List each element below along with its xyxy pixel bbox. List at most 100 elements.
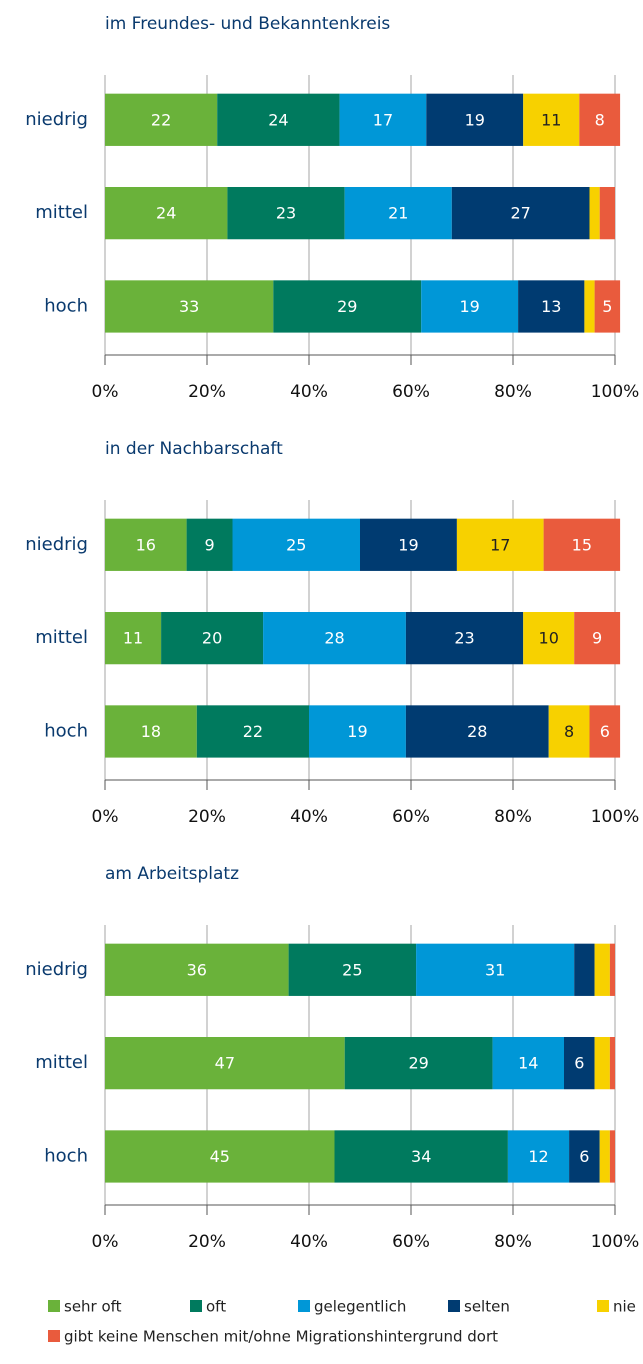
- bar-segment: [105, 187, 228, 240]
- value-label: 14: [518, 1054, 538, 1073]
- value-label: 29: [337, 297, 357, 316]
- category-label: niedrig: [25, 109, 88, 130]
- bar-segment: [339, 93, 427, 146]
- chart-title: im Freundes- und Bekanntenkreis: [105, 14, 390, 34]
- bar-segment: [421, 280, 519, 333]
- value-label: 19: [347, 722, 367, 741]
- bar-segment: [523, 93, 580, 146]
- legend-label: gibt keine Menschen mit/ohne Migrationsh…: [64, 1328, 498, 1346]
- category-label: hoch: [44, 720, 88, 741]
- value-label: 18: [141, 722, 161, 741]
- bar-segment: [105, 943, 289, 996]
- bar-segment: [589, 705, 621, 758]
- bar-segment: [227, 187, 345, 240]
- value-label: 21: [388, 204, 408, 223]
- bar-segment: [344, 1037, 493, 1090]
- category-label: hoch: [44, 1145, 88, 1166]
- bar-segment: [309, 705, 406, 758]
- value-label: 10: [539, 629, 559, 648]
- legend-label: selten: [464, 1298, 510, 1316]
- value-label: 19: [465, 110, 485, 129]
- bar-segment: [105, 280, 274, 333]
- bar-segment: [599, 187, 615, 240]
- bar-segment: [105, 612, 162, 665]
- bar-segment: [609, 1037, 615, 1090]
- value-label: 8: [564, 722, 574, 741]
- value-label: 24: [268, 110, 288, 129]
- bar-segment: [217, 93, 340, 146]
- value-label: 22: [243, 722, 263, 741]
- value-label: 17: [490, 535, 510, 554]
- bar-segment: [609, 1130, 615, 1183]
- value-label: 11: [541, 110, 561, 129]
- bar-segment: [609, 943, 615, 996]
- value-label: 33: [179, 297, 199, 316]
- value-label: 5: [602, 297, 612, 316]
- value-label: 16: [136, 535, 156, 554]
- bar-segment: [105, 1037, 345, 1090]
- bar-segment: [196, 705, 309, 758]
- bar-segment: [232, 518, 360, 571]
- bar-segment: [451, 187, 590, 240]
- value-label: 13: [541, 297, 561, 316]
- chart-title: am Arbeitsplatz: [105, 864, 239, 884]
- value-label: 28: [467, 722, 487, 741]
- value-label: 24: [156, 204, 176, 223]
- bar-segment: [518, 280, 585, 333]
- category-label: mittel: [35, 627, 88, 648]
- x-tick-label: 40%: [290, 807, 328, 827]
- value-label: 19: [398, 535, 418, 554]
- bar-segment: [543, 518, 621, 571]
- category-label: niedrig: [25, 534, 88, 555]
- bar-segment: [594, 1037, 610, 1090]
- x-tick-label: 60%: [392, 807, 430, 827]
- bar-segment: [456, 518, 544, 571]
- value-label: 22: [151, 110, 171, 129]
- value-label: 25: [286, 535, 306, 554]
- value-label: 12: [528, 1147, 548, 1166]
- bar-segment: [334, 1130, 508, 1183]
- bar-segment: [569, 1130, 600, 1183]
- legend-swatch: [448, 1300, 460, 1312]
- bar-segment: [405, 612, 524, 665]
- x-tick-label: 60%: [392, 382, 430, 402]
- bar-segment: [426, 93, 524, 146]
- x-tick-label: 40%: [290, 382, 328, 402]
- value-label: 11: [123, 629, 143, 648]
- value-label: 23: [276, 204, 296, 223]
- bar-segment: [574, 612, 621, 665]
- category-label: mittel: [35, 1052, 88, 1073]
- x-tick-label: 0%: [92, 382, 119, 402]
- value-label: 19: [459, 297, 479, 316]
- bar-segment: [594, 943, 610, 996]
- bar-segment: [186, 518, 233, 571]
- value-label: 6: [600, 722, 610, 741]
- bar-segment: [105, 705, 197, 758]
- value-label: 23: [454, 629, 474, 648]
- legend-label: nie: [613, 1298, 636, 1316]
- x-tick-label: 80%: [494, 1232, 532, 1252]
- legend-label: gelegentlich: [314, 1298, 406, 1316]
- bar-segment: [416, 943, 575, 996]
- x-tick-label: 0%: [92, 1232, 119, 1252]
- legend-swatch: [48, 1330, 60, 1342]
- x-tick-label: 80%: [494, 382, 532, 402]
- bar-segment: [599, 1130, 610, 1183]
- value-label: 34: [411, 1147, 431, 1166]
- bar-segment: [564, 1037, 595, 1090]
- value-label: 9: [592, 629, 602, 648]
- category-label: mittel: [35, 202, 88, 223]
- bar-segment: [492, 1037, 564, 1090]
- value-label: 45: [210, 1147, 230, 1166]
- bar-segment: [594, 280, 621, 333]
- x-tick-label: 100%: [591, 807, 640, 827]
- bar-segment: [548, 705, 590, 758]
- bar-segment: [105, 1130, 335, 1183]
- bar-segment: [273, 280, 422, 333]
- x-tick-label: 20%: [188, 382, 226, 402]
- x-tick-label: 80%: [494, 807, 532, 827]
- bar-segment: [523, 612, 575, 665]
- bar-segment: [288, 943, 417, 996]
